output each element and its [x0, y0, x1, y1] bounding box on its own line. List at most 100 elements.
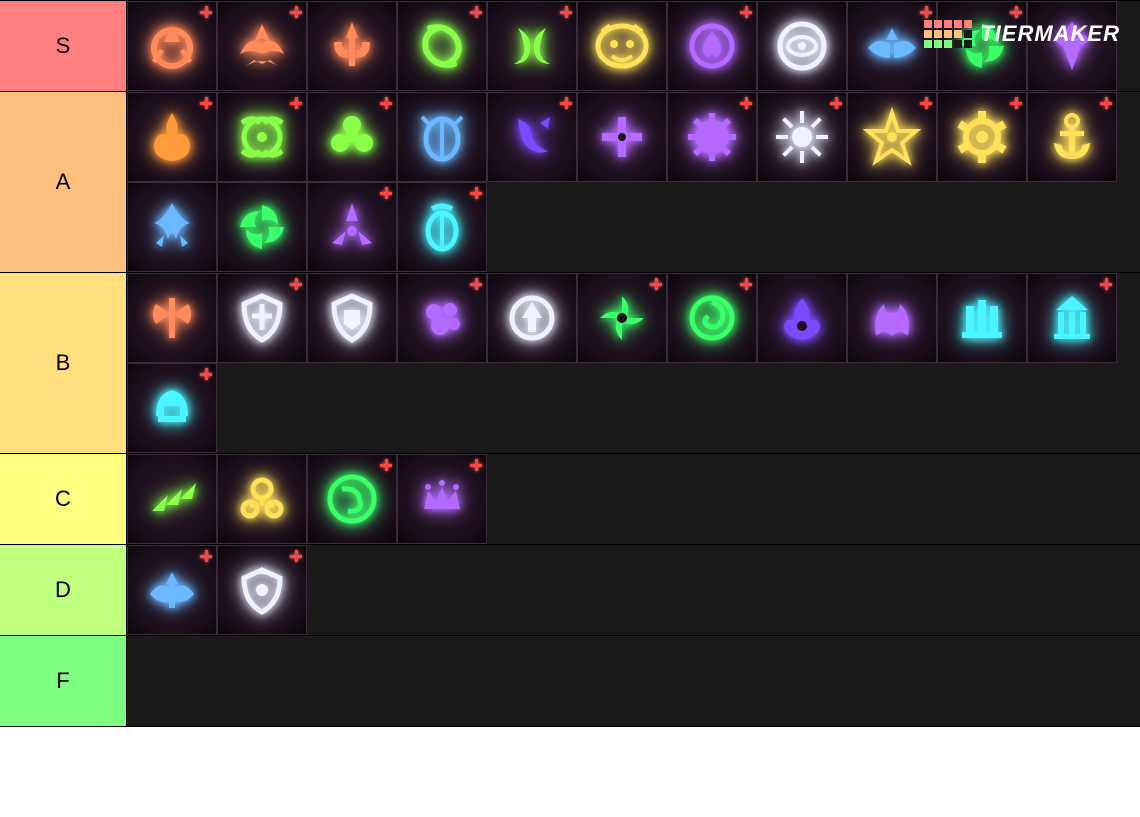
tier-item[interactable]	[487, 273, 577, 363]
medal-icon	[500, 286, 564, 350]
plus-icon	[199, 367, 213, 381]
tier-item[interactable]	[217, 92, 307, 182]
spiral-icon	[680, 286, 744, 350]
tier-item[interactable]	[127, 92, 217, 182]
tier-item[interactable]	[217, 545, 307, 635]
crown-icon	[410, 467, 474, 531]
plus-icon	[919, 96, 933, 110]
gear-icon	[680, 105, 744, 169]
plus-icon	[1009, 96, 1023, 110]
plus-icon	[649, 277, 663, 291]
tier-item[interactable]	[397, 92, 487, 182]
flame-icon	[140, 105, 204, 169]
tier-item[interactable]	[217, 182, 307, 272]
tier-item[interactable]	[487, 92, 577, 182]
plus-icon	[289, 96, 303, 110]
tier-label[interactable]: S	[0, 1, 127, 91]
tier-item[interactable]	[397, 1, 487, 91]
tier-label[interactable]: A	[0, 92, 127, 272]
swirl-icon	[410, 14, 474, 78]
tier-item[interactable]	[847, 1, 937, 91]
plus-icon	[739, 5, 753, 19]
tier-label[interactable]: B	[0, 273, 127, 453]
plus-icon	[289, 5, 303, 19]
tier-item[interactable]	[127, 273, 217, 363]
plus-icon	[739, 96, 753, 110]
tier-item[interactable]	[1027, 92, 1117, 182]
tier-item[interactable]	[127, 363, 217, 453]
tier-label[interactable]: F	[0, 636, 127, 726]
plus-icon	[289, 277, 303, 291]
plus-icon	[1009, 5, 1023, 19]
flare-icon	[140, 195, 204, 259]
trident-icon	[320, 14, 384, 78]
tier-item[interactable]	[937, 1, 1027, 91]
tier-items[interactable]	[127, 273, 1140, 453]
tier-item[interactable]	[307, 454, 397, 544]
tier-item[interactable]	[757, 273, 847, 363]
tier-item[interactable]	[937, 92, 1027, 182]
mask-icon	[590, 14, 654, 78]
tier-item[interactable]	[1027, 273, 1117, 363]
tier-item[interactable]	[127, 182, 217, 272]
tier-item[interactable]	[307, 182, 397, 272]
tier-item[interactable]	[847, 92, 937, 182]
tier-item[interactable]	[217, 1, 307, 91]
plus-icon	[559, 5, 573, 19]
tier-item[interactable]	[397, 273, 487, 363]
tier-item[interactable]	[217, 273, 307, 363]
tier-row-b: B	[0, 273, 1140, 454]
tier-row-d: D	[0, 545, 1140, 636]
tier-item[interactable]	[757, 92, 847, 182]
plus-icon	[919, 5, 933, 19]
tier-item[interactable]	[307, 1, 397, 91]
tier-item[interactable]	[217, 454, 307, 544]
tier-items[interactable]	[127, 1, 1140, 91]
tier-item[interactable]	[307, 273, 397, 363]
helm-icon	[140, 376, 204, 440]
plus-icon	[559, 96, 573, 110]
twist-icon	[500, 14, 564, 78]
tier-item[interactable]	[937, 273, 1027, 363]
plus-icon	[199, 5, 213, 19]
tier-item[interactable]	[397, 182, 487, 272]
tier-label[interactable]: C	[0, 454, 127, 544]
tier-item[interactable]	[577, 92, 667, 182]
vortex-icon	[950, 14, 1014, 78]
tier-item[interactable]	[667, 1, 757, 91]
tier-items[interactable]	[127, 636, 1140, 726]
gem-icon	[1040, 14, 1104, 78]
beetle-icon	[410, 105, 474, 169]
tier-item[interactable]	[667, 273, 757, 363]
pillars-icon	[950, 286, 1014, 350]
eyefire-icon	[770, 286, 834, 350]
tier-item[interactable]	[847, 273, 937, 363]
tier-item[interactable]	[127, 545, 217, 635]
key3-icon	[230, 467, 294, 531]
clover-icon	[320, 105, 384, 169]
lizard-icon	[500, 105, 564, 169]
tier-item[interactable]	[487, 1, 577, 91]
shieldc-icon	[230, 286, 294, 350]
tier-item[interactable]	[397, 454, 487, 544]
tier-item[interactable]	[127, 1, 217, 91]
tier-item[interactable]	[667, 92, 757, 182]
tier-items[interactable]	[127, 92, 1140, 272]
leafeye-icon	[230, 105, 294, 169]
plus-icon	[199, 96, 213, 110]
bat-icon	[860, 14, 924, 78]
tier-item[interactable]	[1027, 1, 1117, 91]
plus-icon	[1099, 96, 1113, 110]
tier-item[interactable]	[757, 1, 847, 91]
plus-icon	[199, 549, 213, 563]
tier-items[interactable]	[127, 545, 1140, 635]
tier-item[interactable]	[127, 454, 217, 544]
tier-item[interactable]	[307, 92, 397, 182]
stareye-icon	[860, 105, 924, 169]
plus-icon	[1099, 277, 1113, 291]
tier-item[interactable]	[577, 273, 667, 363]
anchor-icon	[1040, 105, 1104, 169]
tier-item[interactable]	[577, 1, 667, 91]
tier-label[interactable]: D	[0, 545, 127, 635]
tier-items[interactable]	[127, 454, 1140, 544]
